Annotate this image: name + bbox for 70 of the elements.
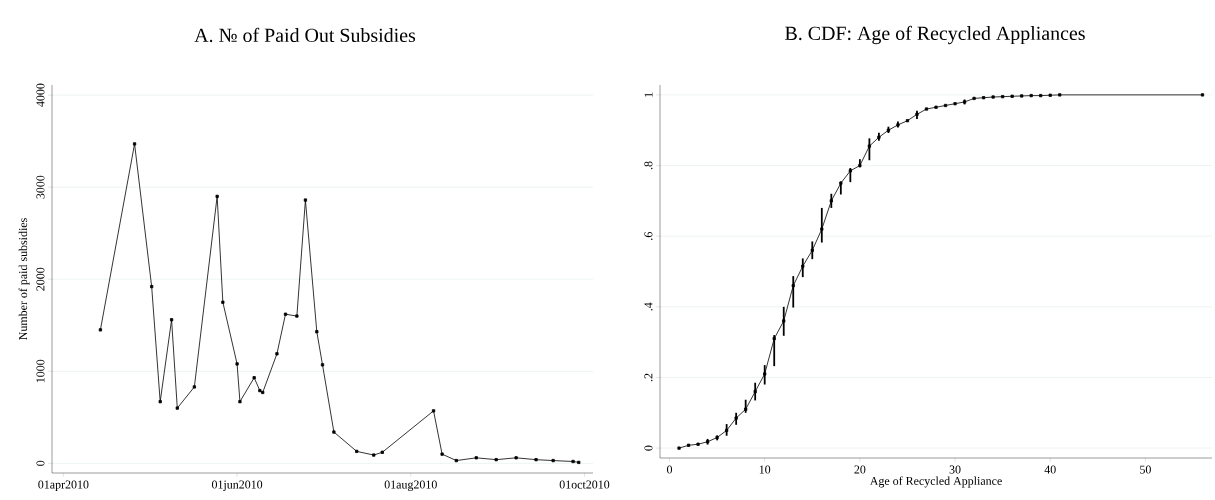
point — [791, 284, 795, 288]
chart-title: B. CDF: Age of Recycled Appliances — [785, 25, 1085, 45]
point — [221, 300, 225, 304]
y-tick-label: .6 — [644, 232, 653, 240]
point — [782, 319, 786, 323]
point — [725, 428, 729, 433]
x-tick-label: 01apr2010 — [38, 480, 89, 492]
x-tick-label: 40 — [1044, 465, 1056, 474]
x-tick-label: 30 — [949, 465, 961, 474]
x-tick-label: 01aug2010 — [384, 480, 437, 492]
x-tick-label: 10 — [759, 465, 771, 474]
point — [571, 459, 575, 464]
point — [192, 385, 196, 389]
y-tick-label: 3000 — [36, 175, 45, 199]
point — [303, 198, 308, 202]
point — [261, 390, 265, 395]
point — [440, 452, 444, 456]
point — [474, 456, 478, 460]
y-tick-label: .8 — [644, 161, 653, 170]
point — [763, 372, 767, 376]
point — [215, 194, 219, 198]
point — [258, 389, 262, 393]
x-axis-title: Age of Recycled Appliance — [869, 476, 1002, 488]
point — [235, 362, 239, 366]
point — [355, 449, 359, 453]
y-tick-label: 4000 — [36, 83, 45, 107]
point — [829, 199, 833, 203]
y-tick-label: .4 — [644, 302, 653, 311]
y-tick-label: 0 — [36, 460, 45, 466]
y-tick-label: 1 — [644, 92, 653, 97]
y-axis-title: Number of paid subsidies — [18, 218, 30, 340]
point — [150, 284, 154, 289]
y-tick-label: 1000 — [36, 359, 45, 383]
point — [577, 460, 581, 465]
point — [169, 318, 174, 322]
y-tick-label: 2000 — [36, 267, 45, 291]
point — [238, 400, 242, 404]
x-tick-label: 20 — [854, 465, 866, 474]
point — [494, 458, 498, 462]
point — [514, 456, 518, 460]
y-tick-label: .2 — [644, 373, 653, 382]
point — [158, 400, 162, 404]
point — [332, 430, 336, 434]
point — [380, 450, 384, 454]
y-tick-label: 0 — [644, 445, 653, 451]
point — [820, 227, 824, 231]
point — [252, 376, 256, 380]
chart-title: A. № of Paid Out Subsidies — [194, 27, 416, 43]
point — [431, 409, 436, 413]
x-tick-label: 01oct2010 — [559, 480, 610, 489]
point — [175, 406, 179, 410]
x-tick-label: 50 — [1140, 465, 1151, 474]
point — [810, 248, 814, 252]
point — [734, 416, 738, 420]
x-tick-label: 01jun2010 — [211, 480, 263, 492]
point — [551, 458, 555, 463]
point — [454, 458, 458, 463]
point — [867, 144, 871, 148]
point — [372, 453, 376, 457]
point — [753, 389, 757, 394]
x-tick-label: 0 — [666, 465, 673, 474]
point — [801, 264, 805, 268]
point — [132, 142, 137, 146]
point — [98, 328, 103, 332]
point — [534, 458, 538, 462]
point — [315, 330, 319, 334]
point — [320, 363, 325, 367]
point — [275, 352, 279, 356]
point — [295, 314, 299, 318]
point — [283, 312, 288, 316]
